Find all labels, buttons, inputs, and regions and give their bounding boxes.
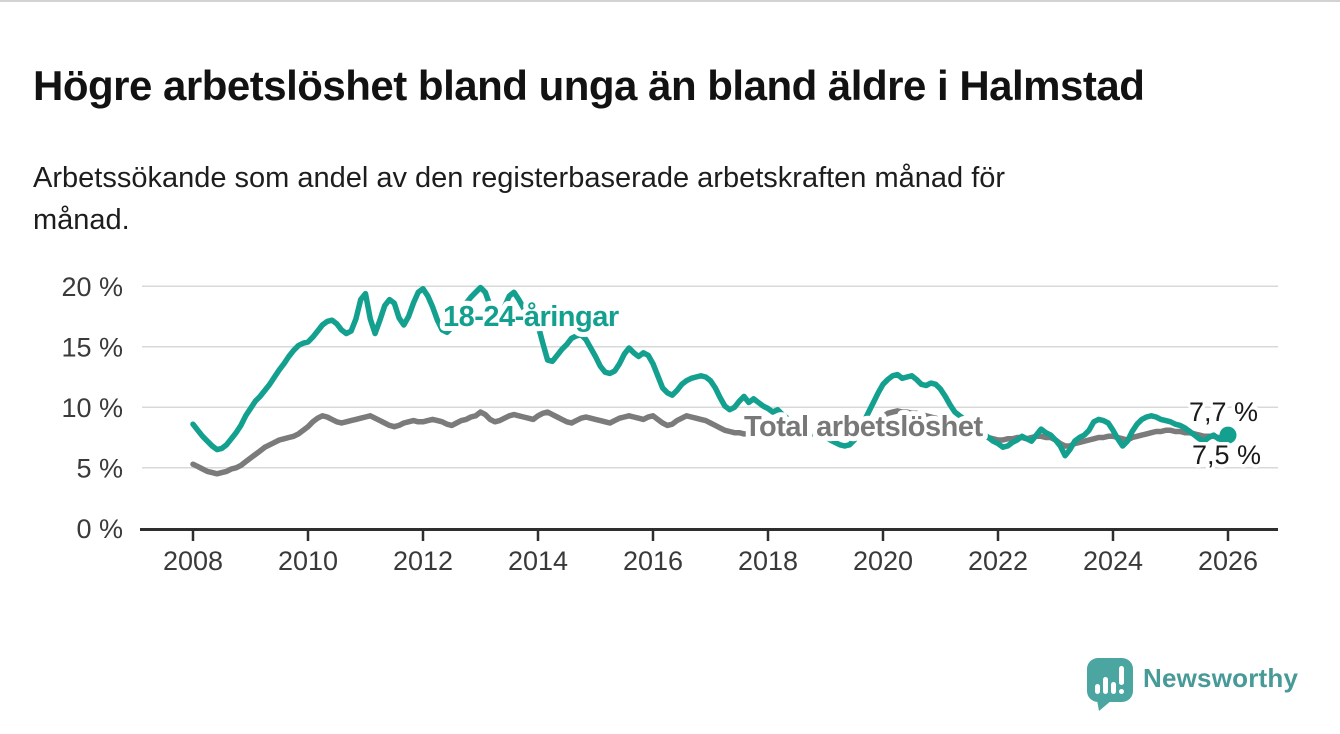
x-axis-tick-label: 2012 [393, 546, 453, 576]
youth-series-end-dot [1219, 426, 1237, 444]
page-title: Högre arbetslöshet bland unga än bland ä… [33, 62, 1145, 110]
newsworthy-logo: Newsworthy [1087, 658, 1298, 711]
x-axis-tick-label: 2024 [1083, 546, 1143, 576]
y-axis-tick-label: 10 % [61, 393, 123, 423]
x-axis-tick-label: 2018 [738, 546, 798, 576]
top-border [0, 0, 1340, 2]
youth-end-value-label: 7,7 % [1189, 397, 1258, 427]
x-axis-tick-label: 2026 [1198, 546, 1258, 576]
youth-series-label: 18-24-åringar [443, 301, 619, 333]
total-end-value-label: 7,5 % [1192, 440, 1261, 470]
brand-name: Newsworthy [1143, 663, 1299, 693]
newsworthy-speech-bubble-icon [1087, 658, 1133, 711]
y-axis-tick-label: 20 % [61, 272, 123, 302]
x-axis-tick-label: 2016 [623, 546, 683, 576]
x-axis-tick-label: 2014 [508, 546, 568, 576]
y-axis-tick-label: 15 % [61, 332, 123, 362]
page-subtitle: Arbetssökande som andel av den registerb… [33, 162, 1006, 237]
x-axis-tick-label: 2020 [853, 546, 913, 576]
x-axis-tick-label: 2022 [968, 546, 1028, 576]
total-series-label: Total arbetslöshet [744, 411, 983, 443]
y-axis-tick-label: 5 % [76, 453, 123, 483]
youth-series-line [190, 284, 1231, 459]
y-axis-tick-label: 0 % [76, 514, 123, 544]
x-axis-tick-label: 2010 [278, 546, 338, 576]
x-axis-tick-label: 2008 [163, 546, 223, 576]
